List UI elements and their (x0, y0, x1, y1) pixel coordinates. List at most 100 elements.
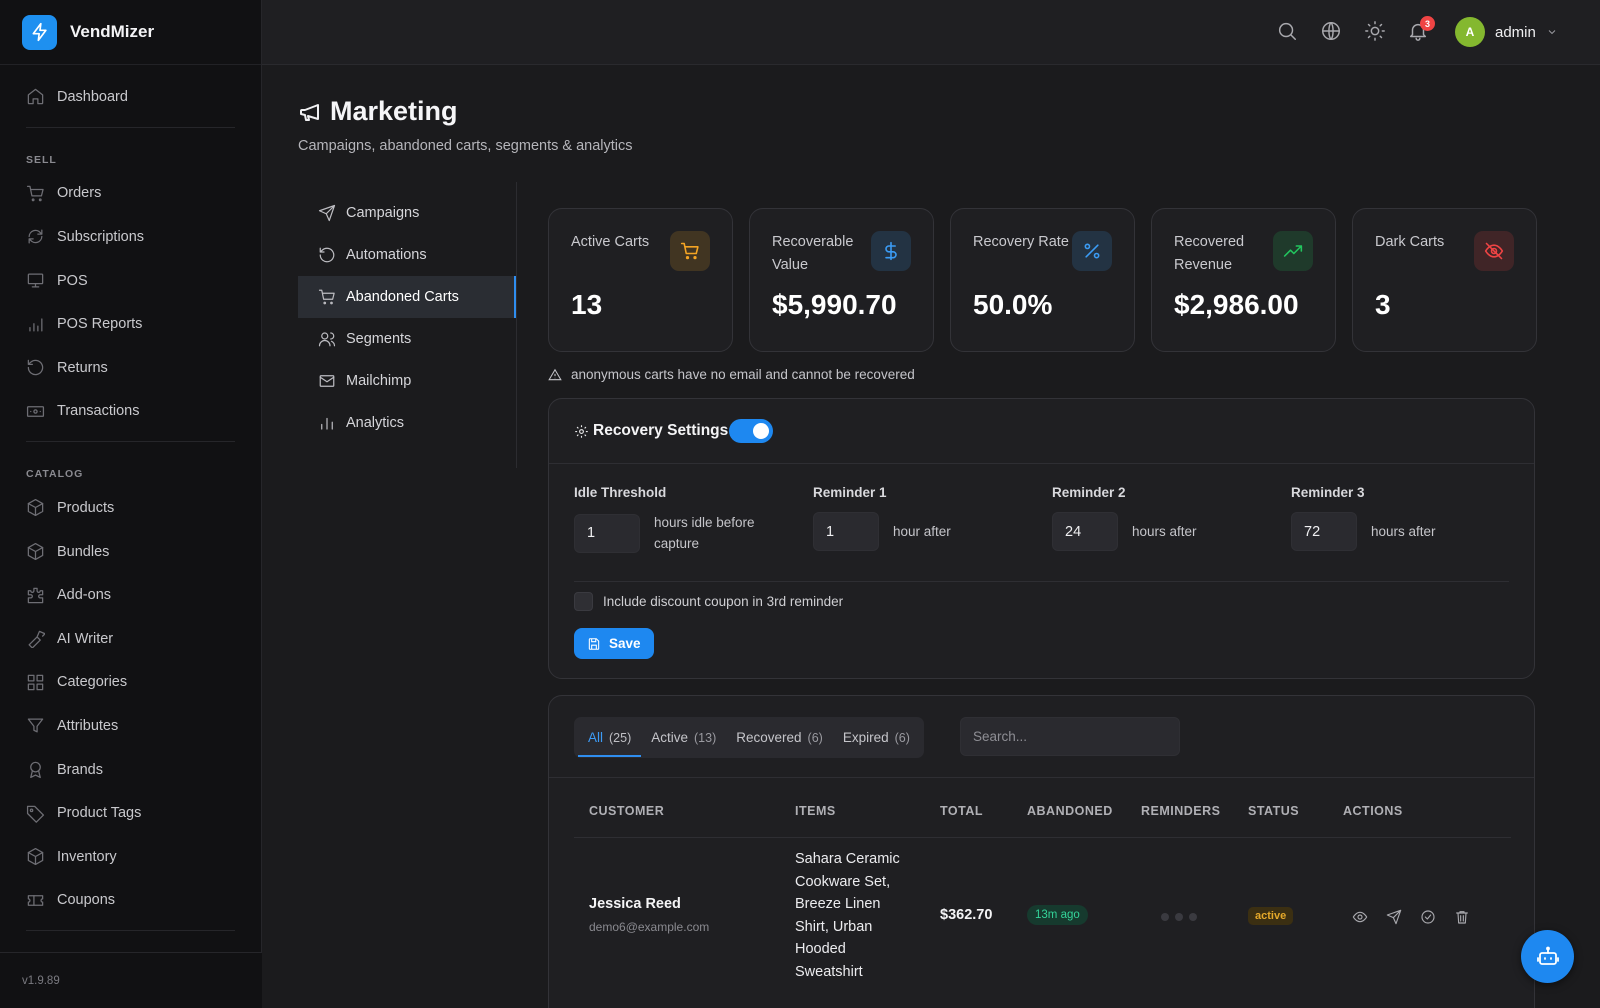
robot-icon (1536, 946, 1559, 965)
tab-all[interactable]: All (25) (578, 717, 642, 758)
sidebar-item-pos-reports[interactable]: POS Reports (26, 302, 235, 346)
sidebar-item-bundles[interactable]: Bundles (26, 530, 235, 574)
search-icon[interactable] (1276, 20, 1298, 42)
sidebar-item-label: Subscriptions (57, 228, 145, 245)
sidebar-item-ai-writer[interactable]: AI Writer (26, 617, 235, 661)
check-circle-icon[interactable] (1420, 909, 1436, 925)
trash-icon[interactable] (1454, 909, 1470, 925)
add-ons-icon (27, 587, 44, 603)
dollar-icon (871, 231, 911, 271)
stat-label: Active Carts (571, 234, 650, 250)
globe-icon[interactable] (1320, 20, 1342, 42)
page-subtitle: Campaigns, abandoned carts, segments & a… (298, 138, 633, 154)
user-menu[interactable]: A admin (1455, 17, 1558, 47)
tab-count: (6) (894, 730, 910, 745)
sidebar-item-products[interactable]: Products (26, 486, 235, 530)
recovery-enabled-toggle[interactable] (729, 419, 774, 443)
page-title-text: Marketing (330, 96, 458, 126)
sidebar-item-inventory[interactable]: Inventory (26, 835, 235, 879)
sidebar-item-pos[interactable]: POS (26, 259, 235, 303)
transactions-icon (26, 405, 45, 417)
sun-icon[interactable] (1364, 20, 1386, 42)
tab-active[interactable]: Active (13) (641, 717, 726, 758)
tab-recovered[interactable]: Recovered (6) (726, 717, 833, 758)
products-icon (27, 499, 44, 517)
sidebar-item-categories[interactable]: Categories (26, 661, 235, 705)
column-header-actions[interactable]: ACTIONS (1343, 804, 1403, 818)
send-icon[interactable] (1386, 909, 1402, 925)
subnav-item-mailchimp[interactable]: Mailchimp (298, 360, 516, 402)
subnav-item-analytics[interactable]: Analytics (298, 402, 516, 444)
column-header-customer[interactable]: CUSTOMER (589, 804, 665, 818)
field-suffix: hours after (1371, 524, 1436, 539)
stat-value: $5,990.70 (772, 289, 897, 320)
field-reminder-3: Reminder 3 72 hours after (1291, 485, 1521, 551)
table-row[interactable]: Jessica Reed demo6@example.com Sahara Cera… (574, 838, 1511, 1003)
sidebar-item-label: Attributes (57, 717, 119, 734)
sidebar-item-label: Add-ons (57, 587, 112, 604)
status-cell: active (1248, 906, 1294, 925)
sidebar-item-label: Categories (57, 674, 128, 691)
automations-icon (319, 247, 335, 263)
carts-toolbar: All (25) Active (13) Recovered (6) Expired (6) … (549, 696, 1534, 778)
stat-value: 13 (571, 289, 603, 320)
table-header: CUSTOMER ITEMS TOTAL ABANDONED REMINDERS STAT… (574, 796, 1511, 838)
subnav-item-label: Automations (346, 247, 427, 263)
sidebar-item-returns[interactable]: Returns (26, 346, 235, 390)
subnav-item-abandoned-carts[interactable]: Abandoned Carts (298, 276, 516, 318)
assistant-bot-button[interactable] (1521, 930, 1574, 983)
sidebar-item-transactions[interactable]: Transactions (26, 390, 235, 434)
mailchimp-icon (319, 375, 335, 387)
reminder-2-input[interactable]: 24 (1052, 512, 1118, 551)
campaigns-icon (318, 204, 336, 222)
sidebar-item-orders[interactable]: Orders (26, 172, 235, 216)
column-header-status[interactable]: STATUS (1248, 804, 1300, 818)
recovery-settings-title: Recovery Settings (574, 422, 728, 440)
home-icon (27, 89, 44, 105)
subnav-item-campaigns[interactable]: Campaigns (298, 192, 516, 234)
column-header-total[interactable]: TOTAL (940, 804, 984, 818)
sidebar-item-dashboard[interactable]: Dashboard (26, 75, 235, 119)
sidebar-item-label: Coupons (57, 892, 116, 909)
save-button[interactable]: Save (574, 628, 654, 659)
sidebar-item-subscriptions[interactable]: Subscriptions (26, 215, 235, 259)
stat-label: Recoverable Value (772, 234, 854, 273)
returns-icon (27, 360, 44, 376)
stat-card-recovered-revenue: Recovered Revenue $2,986.00 (1151, 208, 1336, 352)
column-header-items[interactable]: ITEMS (795, 804, 836, 818)
search-input[interactable]: Search... (960, 717, 1180, 756)
coupon-checkbox[interactable] (574, 592, 593, 611)
sidebar-item-label: AI Writer (57, 630, 114, 647)
marketing-subnav: Campaigns Automations Abandoned Carts Segme… (298, 182, 517, 468)
column-header-abandoned[interactable]: ABANDONED (1027, 804, 1113, 818)
reminder-dot (1189, 913, 1197, 921)
reminder-1-input[interactable]: 1 (813, 512, 879, 551)
sidebar-item-brands[interactable]: Brands (26, 748, 235, 792)
sidebar-item-label: Brands (57, 761, 103, 778)
percent-icon (1072, 231, 1112, 271)
field-label: Idle Threshold (574, 485, 667, 500)
column-header-reminders[interactable]: REMINDERS (1141, 804, 1221, 818)
sidebar: VendMizer Dashboard SELL Orders Subscripti… (0, 0, 262, 1008)
customer-email: demo6@example.com (589, 920, 710, 934)
brand[interactable]: VendMizer (0, 0, 261, 65)
subnav-item-automations[interactable]: Automations (298, 234, 516, 276)
subscriptions-icon (28, 230, 43, 244)
anonymous-carts-warning: anonymous carts have no email and cannot… (548, 367, 915, 382)
idle-threshold-input[interactable]: 1 (574, 513, 640, 553)
field-reminder-2: Reminder 2 24 hours after (1052, 485, 1282, 551)
sidebar-item-label: Returns (57, 359, 108, 376)
sidebar-item-add-ons[interactable]: Add-ons (26, 573, 235, 617)
sidebar-item-coupons[interactable]: Coupons (26, 879, 235, 923)
cart-icon (670, 231, 710, 271)
sidebar-item-attributes[interactable]: Attributes (26, 704, 235, 748)
bell-icon[interactable]: 3 (1407, 16, 1435, 42)
view-icon[interactable] (1352, 909, 1368, 925)
recovery-settings-card: Recovery Settings Idle Threshold 1 hours i… (548, 398, 1535, 679)
sidebar-item-product-tags[interactable]: Product Tags (26, 791, 235, 835)
subnav-item-segments[interactable]: Segments (298, 318, 516, 360)
reminder-3-input[interactable]: 72 (1291, 512, 1357, 551)
user-name: admin (1495, 23, 1536, 41)
sidebar-item-label: POS Reports (57, 316, 143, 333)
tab-expired[interactable]: Expired (6) (833, 717, 920, 758)
